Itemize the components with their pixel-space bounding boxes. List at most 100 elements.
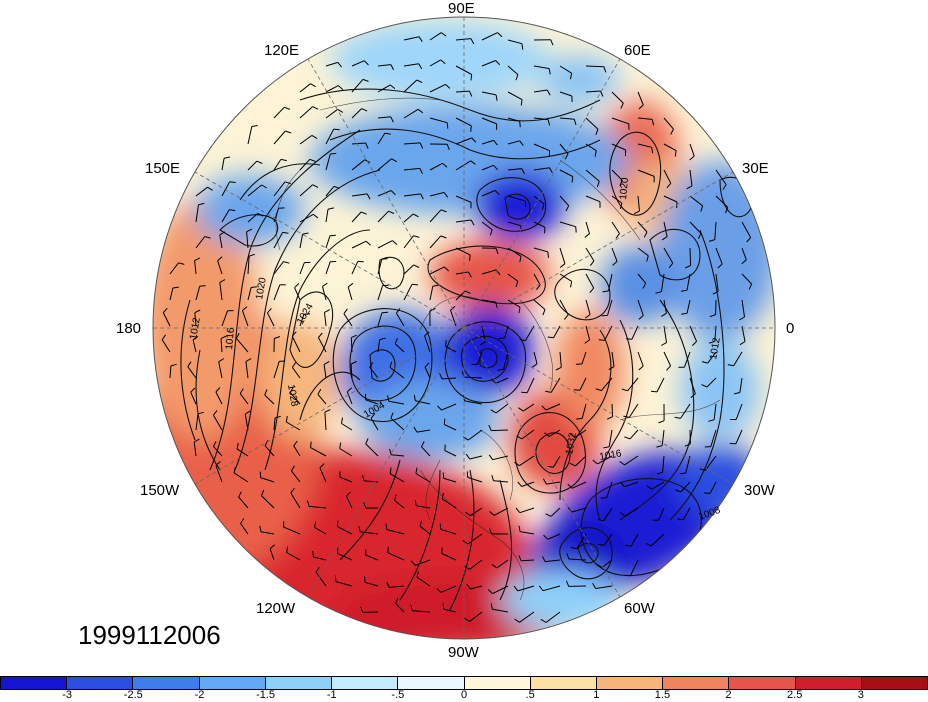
wind-barb [221, 209, 230, 223]
wind-barb [495, 377, 509, 384]
wind-barb [689, 325, 698, 342]
wind-barb-flag [515, 507, 521, 514]
wind-barb [391, 454, 405, 457]
lon-label-150e: 150E [145, 160, 181, 177]
wind-barb [195, 186, 208, 197]
wind-barb [585, 247, 595, 262]
wind-barb [415, 400, 431, 405]
legend-swatch [133, 677, 200, 689]
wind-barb-flag [746, 237, 751, 243]
wind-barb [680, 481, 691, 493]
wind-barb [663, 117, 674, 130]
wind-barb-flag [708, 419, 715, 422]
legend-swatch [596, 677, 664, 689]
wind-barb-flag [229, 181, 236, 183]
wind-barb-flag [261, 184, 268, 189]
wind-barb [247, 184, 262, 197]
wind-barb-flag [388, 210, 395, 214]
wind-barb-flag [363, 502, 367, 509]
wind-barb [290, 492, 301, 509]
wind-barb [377, 158, 392, 171]
wind-barb [624, 455, 639, 466]
wind-barb-flag [290, 487, 295, 494]
wind-barb [273, 106, 285, 119]
wind-barb-flag [215, 387, 221, 393]
wind-barb [291, 470, 301, 483]
wind-barb [388, 400, 405, 405]
wind-barb-flag [727, 364, 734, 367]
wind-barb-flag [624, 436, 631, 440]
wind-barb-flag [360, 606, 364, 613]
wind-barb [416, 576, 431, 587]
wind-barb-flag [650, 390, 658, 393]
wind-barb [443, 608, 457, 613]
wind-barb [291, 367, 301, 379]
wind-barb-flag [444, 444, 446, 451]
wind-barb [492, 455, 509, 461]
wind-barb [470, 507, 483, 517]
wind-barb-flag [497, 368, 504, 371]
wind-barb-flag [443, 192, 449, 198]
graticule [153, 17, 775, 639]
wind-barb-flag [670, 128, 674, 135]
wind-barb-flag [446, 122, 449, 129]
lon-label-90w: 90W [448, 644, 479, 661]
wind-barb [233, 472, 249, 483]
wind-barb [611, 195, 623, 204]
wind-barb [533, 117, 549, 121]
wind-barb-flag [251, 125, 258, 127]
wind-barb [294, 287, 301, 301]
wind-barb-flag [441, 492, 444, 500]
wind-barb [611, 169, 623, 181]
wind-barb [389, 367, 405, 379]
wind-barb-flag [282, 231, 289, 234]
wind-barb [377, 285, 384, 301]
wind-barb-flag [392, 240, 398, 245]
wind-barb [315, 572, 327, 587]
wind-barb [190, 391, 197, 405]
wind-barb [394, 343, 405, 353]
wind-barb [517, 585, 535, 592]
wind-barb-flag [567, 483, 573, 489]
wind-barb-flag [442, 603, 445, 610]
wind-barb [444, 424, 457, 431]
wind-barb [389, 585, 405, 588]
wind-barb [546, 481, 561, 485]
wind-barb-flag [684, 443, 691, 447]
wind-barb-flag [291, 362, 297, 368]
lon-label-30e: 30E [742, 160, 769, 177]
map-border [152, 16, 776, 640]
wind-barb [637, 351, 644, 367]
wind-barb-flag [675, 489, 681, 493]
wind-barb-flag [620, 481, 625, 488]
wind-barb [370, 417, 379, 431]
wind-barb-flag [415, 467, 418, 474]
wind-barb-flag [565, 205, 570, 212]
wind-barb-flag [443, 266, 450, 272]
wind-barb-flag [362, 78, 369, 82]
wind-barb [455, 38, 472, 41]
wind-barb [441, 403, 457, 411]
wind-barb-flag [194, 257, 201, 262]
wind-barb-flag [513, 585, 519, 592]
wind-barb-flag [491, 474, 494, 481]
wind-barb [389, 473, 405, 483]
wind-barb [608, 273, 613, 292]
wind-barb-flag [390, 64, 395, 71]
wind-barb-flag [547, 119, 551, 126]
wind-barb [403, 284, 413, 301]
wind-barb [656, 377, 665, 393]
wind-barb-flag [559, 263, 566, 268]
wind-barb-flag [666, 365, 671, 371]
wind-barb [663, 299, 667, 314]
wind-barb-flag [317, 388, 322, 395]
wind-barb-flag [573, 119, 577, 126]
wind-barb-flag [360, 211, 367, 215]
wind-barb-flag [246, 228, 253, 233]
wind-barb [169, 262, 179, 275]
wind-barb-flag [361, 108, 368, 112]
wind-barb-flag [413, 426, 418, 433]
wind-barb-flag [717, 263, 723, 269]
wind-barb-flag [570, 281, 573, 288]
